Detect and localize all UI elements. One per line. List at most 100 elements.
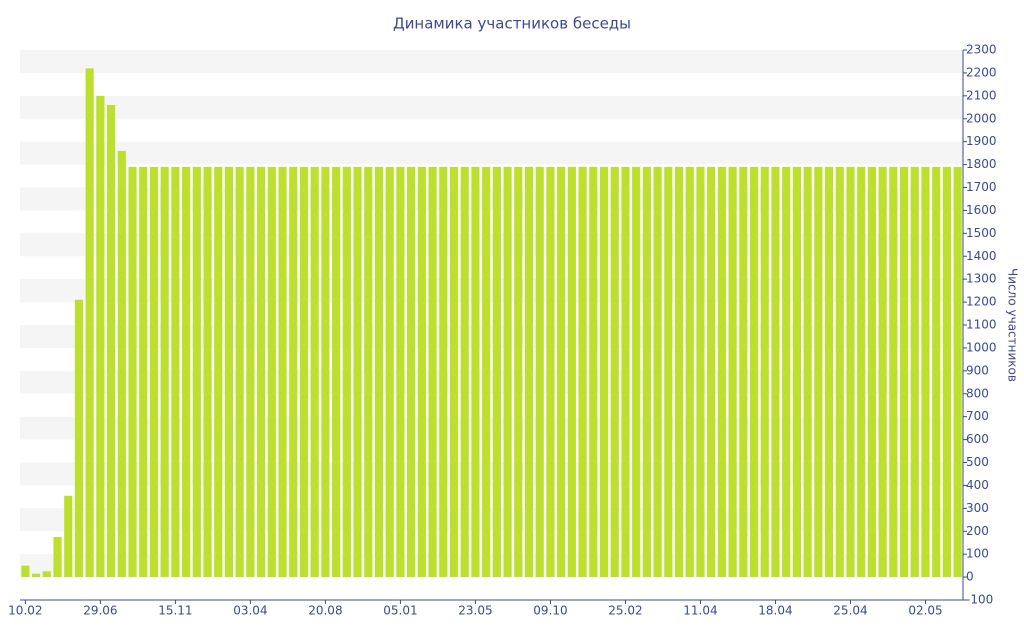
- bar: [685, 166, 694, 578]
- bar: [578, 166, 587, 578]
- x-tick-label: 23.05: [458, 604, 492, 618]
- y-tick-label: 2000: [966, 111, 997, 125]
- bar: [503, 166, 512, 578]
- y-tick-label: 100: [966, 547, 989, 561]
- x-tick-label: 29.06: [83, 604, 117, 618]
- y-tick-label: 2200: [966, 65, 997, 79]
- y-tick-label: 1000: [966, 340, 997, 354]
- x-tick-label: 20.08: [308, 604, 342, 618]
- y-tick-label: -100: [966, 593, 993, 607]
- bar: [139, 166, 148, 578]
- bar: [64, 495, 73, 578]
- grid-band: [20, 370, 963, 394]
- bar: [621, 166, 630, 578]
- y-tick-label: 1900: [966, 134, 997, 148]
- x-tick-label: 03.04: [233, 604, 267, 618]
- bar: [385, 166, 394, 578]
- grid-band: [20, 279, 963, 303]
- grid-band: [20, 95, 963, 119]
- bar: [107, 105, 116, 578]
- bar: [942, 166, 951, 578]
- y-tick-label: 1700: [966, 180, 997, 194]
- x-tick-label: 15.11: [158, 604, 192, 618]
- x-tick-label: 02.05: [908, 604, 942, 618]
- bar: [707, 166, 716, 578]
- bar: [782, 166, 791, 578]
- bar: [460, 166, 469, 578]
- y-tick-label: 300: [966, 501, 989, 515]
- bar: [910, 166, 919, 578]
- y-tick-label: 2300: [966, 43, 997, 57]
- bar: [760, 166, 769, 578]
- bar: [128, 166, 137, 578]
- bar: [417, 166, 426, 578]
- bar: [353, 166, 362, 578]
- x-tick-label: 09.10: [533, 604, 567, 618]
- y-tick-label: 1500: [966, 226, 997, 240]
- bar: [557, 166, 566, 578]
- bar: [792, 166, 801, 578]
- y-tick-label: 0: [966, 570, 974, 584]
- y-tick-label: 500: [966, 455, 989, 469]
- y-tick-label: 200: [966, 524, 989, 538]
- y-tick-label: 1300: [966, 272, 997, 286]
- bar: [535, 166, 544, 578]
- y-tick-label: 1200: [966, 295, 997, 309]
- chart-title: Динамика участников беседы: [393, 15, 631, 33]
- bar: [739, 166, 748, 578]
- bar: [567, 166, 576, 578]
- bar: [224, 166, 234, 578]
- x-tick-label: 10.02: [8, 604, 42, 618]
- bar: [846, 166, 855, 578]
- bar: [610, 166, 619, 578]
- y-tick-label: 800: [966, 386, 989, 400]
- bar: [653, 166, 662, 578]
- bar: [664, 166, 673, 578]
- bar: [364, 166, 373, 578]
- grid-band: [20, 325, 963, 348]
- y-tick-label: 1400: [966, 249, 997, 263]
- bar: [674, 166, 684, 578]
- bar: [492, 166, 501, 578]
- bar: [449, 166, 459, 578]
- x-tick-label: 05.01: [383, 604, 417, 618]
- bar: [74, 299, 84, 578]
- bar: [749, 166, 759, 578]
- bar: [53, 536, 62, 578]
- y-tick-label: 600: [966, 432, 989, 446]
- grid-band: [20, 462, 963, 486]
- bar: [599, 166, 609, 578]
- y-tick-label: 700: [966, 409, 989, 423]
- bar: [589, 166, 598, 578]
- bar: [342, 166, 351, 578]
- bar: [171, 166, 180, 578]
- grid-band: [20, 50, 963, 73]
- grid-band: [20, 233, 963, 257]
- y-axis-label: Число участников: [1006, 268, 1020, 382]
- bar: [696, 166, 705, 578]
- grid-band: [20, 141, 963, 165]
- bar: [824, 166, 834, 578]
- bar: [878, 166, 887, 578]
- bar: [310, 166, 319, 578]
- bar: [246, 166, 255, 578]
- y-tick-label: 1800: [966, 157, 997, 171]
- bar: [42, 571, 51, 578]
- bar: [632, 166, 641, 578]
- bar: [321, 166, 330, 578]
- bar: [514, 166, 523, 578]
- bar: [278, 166, 287, 578]
- bar: [921, 166, 930, 578]
- bar: [32, 573, 41, 578]
- bar: [203, 166, 212, 578]
- bar: [235, 166, 244, 578]
- bar: [835, 166, 844, 578]
- grid-band: [20, 508, 963, 532]
- bar: [149, 166, 159, 578]
- bar: [396, 166, 405, 578]
- bar: [717, 166, 726, 578]
- grid-band: [20, 187, 963, 211]
- bar: [899, 166, 909, 578]
- bar: [117, 150, 126, 578]
